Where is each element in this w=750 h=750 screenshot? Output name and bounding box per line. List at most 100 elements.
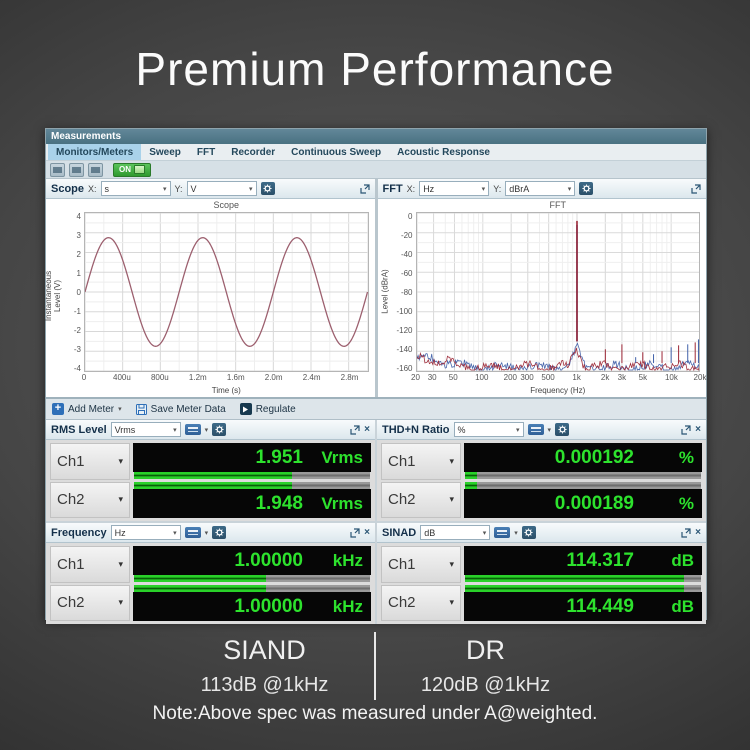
scope-y-unit-value: V xyxy=(190,183,197,194)
fft-expand-icon[interactable] xyxy=(691,183,701,194)
freq-ch1-unit: kHz xyxy=(332,550,363,570)
thdn-ch2-selector[interactable]: Ch2 ▾ xyxy=(381,481,461,518)
rms-unit-dropdown[interactable]: Vrms ▾ xyxy=(110,422,181,437)
y-tick: 0 xyxy=(408,212,413,221)
rms-ch2-selector[interactable]: Ch2 ▾ xyxy=(50,481,130,518)
save-meter-data-button[interactable]: Save Meter Data xyxy=(135,403,226,415)
rms-close-icon[interactable]: × xyxy=(364,423,370,435)
save-icon xyxy=(135,403,147,415)
x-tick: 2.4m xyxy=(302,373,321,382)
sinad-ch2-display: 114.449 dB xyxy=(464,592,702,621)
x-tick: 20 xyxy=(411,373,420,382)
x-tick: 3k xyxy=(617,373,627,382)
freq-meter-body: Ch1 ▾ Ch2 ▾ 1.00000 kHz xyxy=(46,543,375,624)
rms-settings-gear-icon[interactable] xyxy=(212,423,227,436)
tab-sweep[interactable]: Sweep xyxy=(149,146,181,158)
x-tick: 2k xyxy=(600,373,610,382)
meters-icon[interactable] xyxy=(69,162,84,177)
x-tick: 500 xyxy=(541,373,555,382)
freq-ch1-label: Ch1 xyxy=(57,555,85,573)
freq-expand-icon[interactable] xyxy=(350,527,360,538)
tab-recorder[interactable]: Recorder xyxy=(231,146,276,158)
sinad-ch2-selector[interactable]: Ch2 ▾ xyxy=(381,584,461,621)
fft-x-unit-dropdown[interactable]: Hz ▾ xyxy=(419,181,490,196)
sinad-ch1-selector[interactable]: Ch1 ▾ xyxy=(381,546,461,583)
freq-unit-dropdown[interactable]: Hz ▾ xyxy=(110,525,181,540)
freq-ch1-display: 1.00000 kHz xyxy=(133,546,371,575)
scope-y-unit-dropdown[interactable]: V ▾ xyxy=(186,181,257,196)
freq-ch2-selector[interactable]: Ch2 ▾ xyxy=(50,584,130,621)
fft-x-axis-label: X: xyxy=(406,183,416,194)
rms-ch1-selector[interactable]: Ch1 ▾ xyxy=(50,443,130,480)
freq-ch1-selector[interactable]: Ch1 ▾ xyxy=(50,546,130,583)
chevron-down-icon: ▾ xyxy=(118,597,123,608)
fft-y-unit-dropdown[interactable]: dBrA ▾ xyxy=(505,181,576,196)
freq-ch2-bar-fill xyxy=(134,585,267,592)
tab-acoustic-response[interactable]: Acoustic Response xyxy=(397,146,490,158)
play-icon xyxy=(239,403,252,415)
chevron-down-icon: ▾ xyxy=(118,494,123,505)
chevron-down-icon: ▾ xyxy=(449,597,454,608)
meter-panel-rms: RMS Level Vrms ▾ ▾ × Ch1 ▾ xyxy=(46,420,375,521)
averaging-icon[interactable] xyxy=(184,527,201,538)
meter-toolbar: + Add Meter ▾ Save Meter Data Regulate xyxy=(46,399,706,420)
on-label: ON xyxy=(119,164,131,174)
chevron-down-icon: ▾ xyxy=(249,185,253,193)
averaging-icon[interactable] xyxy=(494,527,511,538)
tab-fft[interactable]: FFT xyxy=(196,146,216,158)
thdn-ch1-label: Ch1 xyxy=(388,452,416,470)
scope-settings-gear-icon[interactable] xyxy=(260,182,275,195)
add-meter-button[interactable]: + Add Meter ▾ xyxy=(52,403,122,415)
sinad-close-icon[interactable]: × xyxy=(695,526,701,538)
waveform-icon[interactable] xyxy=(88,162,103,177)
thdn-unit-dropdown[interactable]: % ▾ xyxy=(453,422,524,437)
chevron-down-icon: ▾ xyxy=(567,185,572,193)
rms-ch1-bar xyxy=(134,472,370,479)
scope-y-label-wrap: Instantaneous Level (V) xyxy=(44,212,62,372)
regulate-button[interactable]: Regulate xyxy=(239,403,296,415)
x-tick: 50 xyxy=(448,373,458,382)
chevron-down-icon: ▾ xyxy=(449,455,454,466)
freq-channel-column: Ch1 ▾ Ch2 ▾ xyxy=(50,546,130,621)
sinad-ch2-bar xyxy=(465,585,701,592)
x-tick: 1.2m xyxy=(188,373,207,382)
footnote: Note:Above spec was measured under A@wei… xyxy=(152,703,598,724)
x-tick: 2.8m xyxy=(340,373,359,382)
x-tick: 300 xyxy=(520,373,534,382)
freq-settings-gear-icon[interactable] xyxy=(212,526,227,539)
freq-ch2-label: Ch2 xyxy=(57,594,85,612)
measurements-window: Measurements Monitors/Meters Sweep FFT Reco… xyxy=(44,128,707,624)
thdn-expand-icon[interactable] xyxy=(681,424,691,435)
quick-toolbar: ON xyxy=(46,161,706,179)
generator-on-toggle[interactable]: ON xyxy=(113,162,151,177)
fft-settings-gear-icon[interactable] xyxy=(579,182,594,195)
thdn-ch1-selector[interactable]: Ch1 ▾ xyxy=(381,443,461,480)
thdn-settings-gear-icon[interactable] xyxy=(555,423,570,436)
sinad-settings-gear-icon[interactable] xyxy=(521,526,536,539)
averaging-icon[interactable] xyxy=(527,424,544,435)
scope-x-unit-dropdown[interactable]: s ▾ xyxy=(100,181,171,196)
rms-bars xyxy=(133,472,371,489)
y-tick: -120 xyxy=(396,326,413,335)
window-titlebar[interactable]: Measurements xyxy=(46,129,706,144)
y-tick: -3 xyxy=(73,345,81,354)
x-tick: 10k xyxy=(664,373,678,382)
sinad-expand-icon[interactable] xyxy=(681,527,691,538)
tab-monitors-meters[interactable]: Monitors/Meters xyxy=(48,144,142,160)
rms-unit-value: Vrms xyxy=(114,424,136,435)
monitor-icon[interactable] xyxy=(50,162,65,177)
fft-y-unit-value: dBrA xyxy=(509,183,530,194)
chevron-down-icon: ▾ xyxy=(449,558,454,569)
rms-ch2-bar xyxy=(134,482,370,489)
averaging-icon[interactable] xyxy=(184,424,201,435)
freq-close-icon[interactable]: × xyxy=(364,526,370,538)
thdn-close-icon[interactable]: × xyxy=(695,423,701,435)
freq-ch1-bar-fill xyxy=(134,575,267,582)
sinad-unit-dropdown[interactable]: dB ▾ xyxy=(420,525,491,540)
freq-ch2-display: 1.00000 kHz xyxy=(133,592,371,621)
scope-expand-icon[interactable] xyxy=(359,183,370,194)
rms-ch2-display: 1.948 Vrms xyxy=(133,489,371,518)
rms-expand-icon[interactable] xyxy=(350,424,360,435)
rms-ch1-value: 1.951 xyxy=(255,446,303,468)
tab-continuous-sweep[interactable]: Continuous Sweep xyxy=(291,146,382,158)
